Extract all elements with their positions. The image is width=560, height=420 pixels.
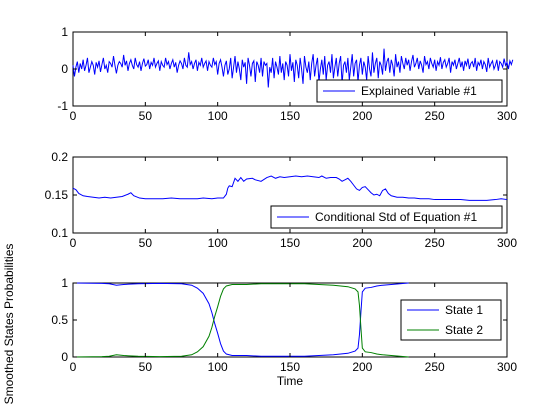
- x-tick-label: 300: [497, 236, 517, 250]
- x-tick-label: 100: [208, 360, 228, 374]
- x-tick-label: 250: [425, 109, 445, 123]
- x-tick-label: 150: [280, 360, 300, 374]
- x-tick-label: 0: [70, 360, 77, 374]
- y-tick-label: 0.15: [45, 188, 69, 202]
- y-tick-label: 1: [61, 276, 68, 290]
- legend: Explained Variable #1: [316, 79, 503, 103]
- legend-label-2: State 2: [445, 323, 483, 337]
- x-tick-label: 250: [425, 360, 445, 374]
- legend: State 1 State 2: [400, 299, 502, 341]
- x-tick-label: 0: [70, 109, 77, 123]
- x-tick-label: 0: [70, 236, 77, 250]
- y-axis-label: Smoothed States Probabilities: [2, 244, 16, 405]
- x-tick-label: 150: [280, 236, 300, 250]
- x-tick-label: 100: [208, 109, 228, 123]
- legend-label-1: State 1: [445, 303, 483, 317]
- y-tick-label: 1: [61, 25, 68, 39]
- y-tick-label: 0.5: [51, 313, 68, 327]
- x-tick-label: 300: [497, 360, 517, 374]
- series-line-2: [72, 283, 409, 358]
- chart-smoothed-probabilities: 0 50 100 150 200 250 300 0 0.5 1 Time Smoothed Stat…: [2, 244, 517, 405]
- x-tick-label: 200: [352, 360, 372, 374]
- x-tick-label: 50: [139, 109, 153, 123]
- series-line-1: [72, 282, 409, 357]
- x-tick-label: 200: [352, 236, 372, 250]
- series-line-1: [72, 175, 508, 201]
- series-line-1: [72, 48, 514, 88]
- x-tick-label: 200: [352, 109, 372, 123]
- x-tick-label: 50: [139, 236, 153, 250]
- x-axis-label: Time: [277, 374, 304, 388]
- y-tick-label: -1: [57, 99, 68, 113]
- x-tick-label: 50: [139, 360, 153, 374]
- y-tick-label: 0.1: [51, 226, 68, 240]
- x-tick-label: 300: [497, 109, 517, 123]
- y-tick-label: 0: [61, 62, 68, 76]
- x-tick-label: 150: [280, 109, 300, 123]
- chart-conditional-std: 0 50 100 150 200 250 300 0.1 0.15 0.2 Conditional …: [45, 150, 518, 250]
- legend-label-1: Explained Variable #1: [361, 84, 477, 98]
- legend-box: [400, 299, 502, 341]
- legend-box: [270, 205, 503, 229]
- x-tick-label: 100: [208, 236, 228, 250]
- y-tick-label: 0: [61, 350, 68, 364]
- legend: Conditional Std of Equation #1: [270, 205, 503, 229]
- legend-box: [316, 79, 503, 103]
- x-tick-label: 250: [425, 236, 445, 250]
- legend-label-1: Conditional Std of Equation #1: [315, 210, 477, 224]
- y-tick-label: 0.2: [51, 150, 68, 164]
